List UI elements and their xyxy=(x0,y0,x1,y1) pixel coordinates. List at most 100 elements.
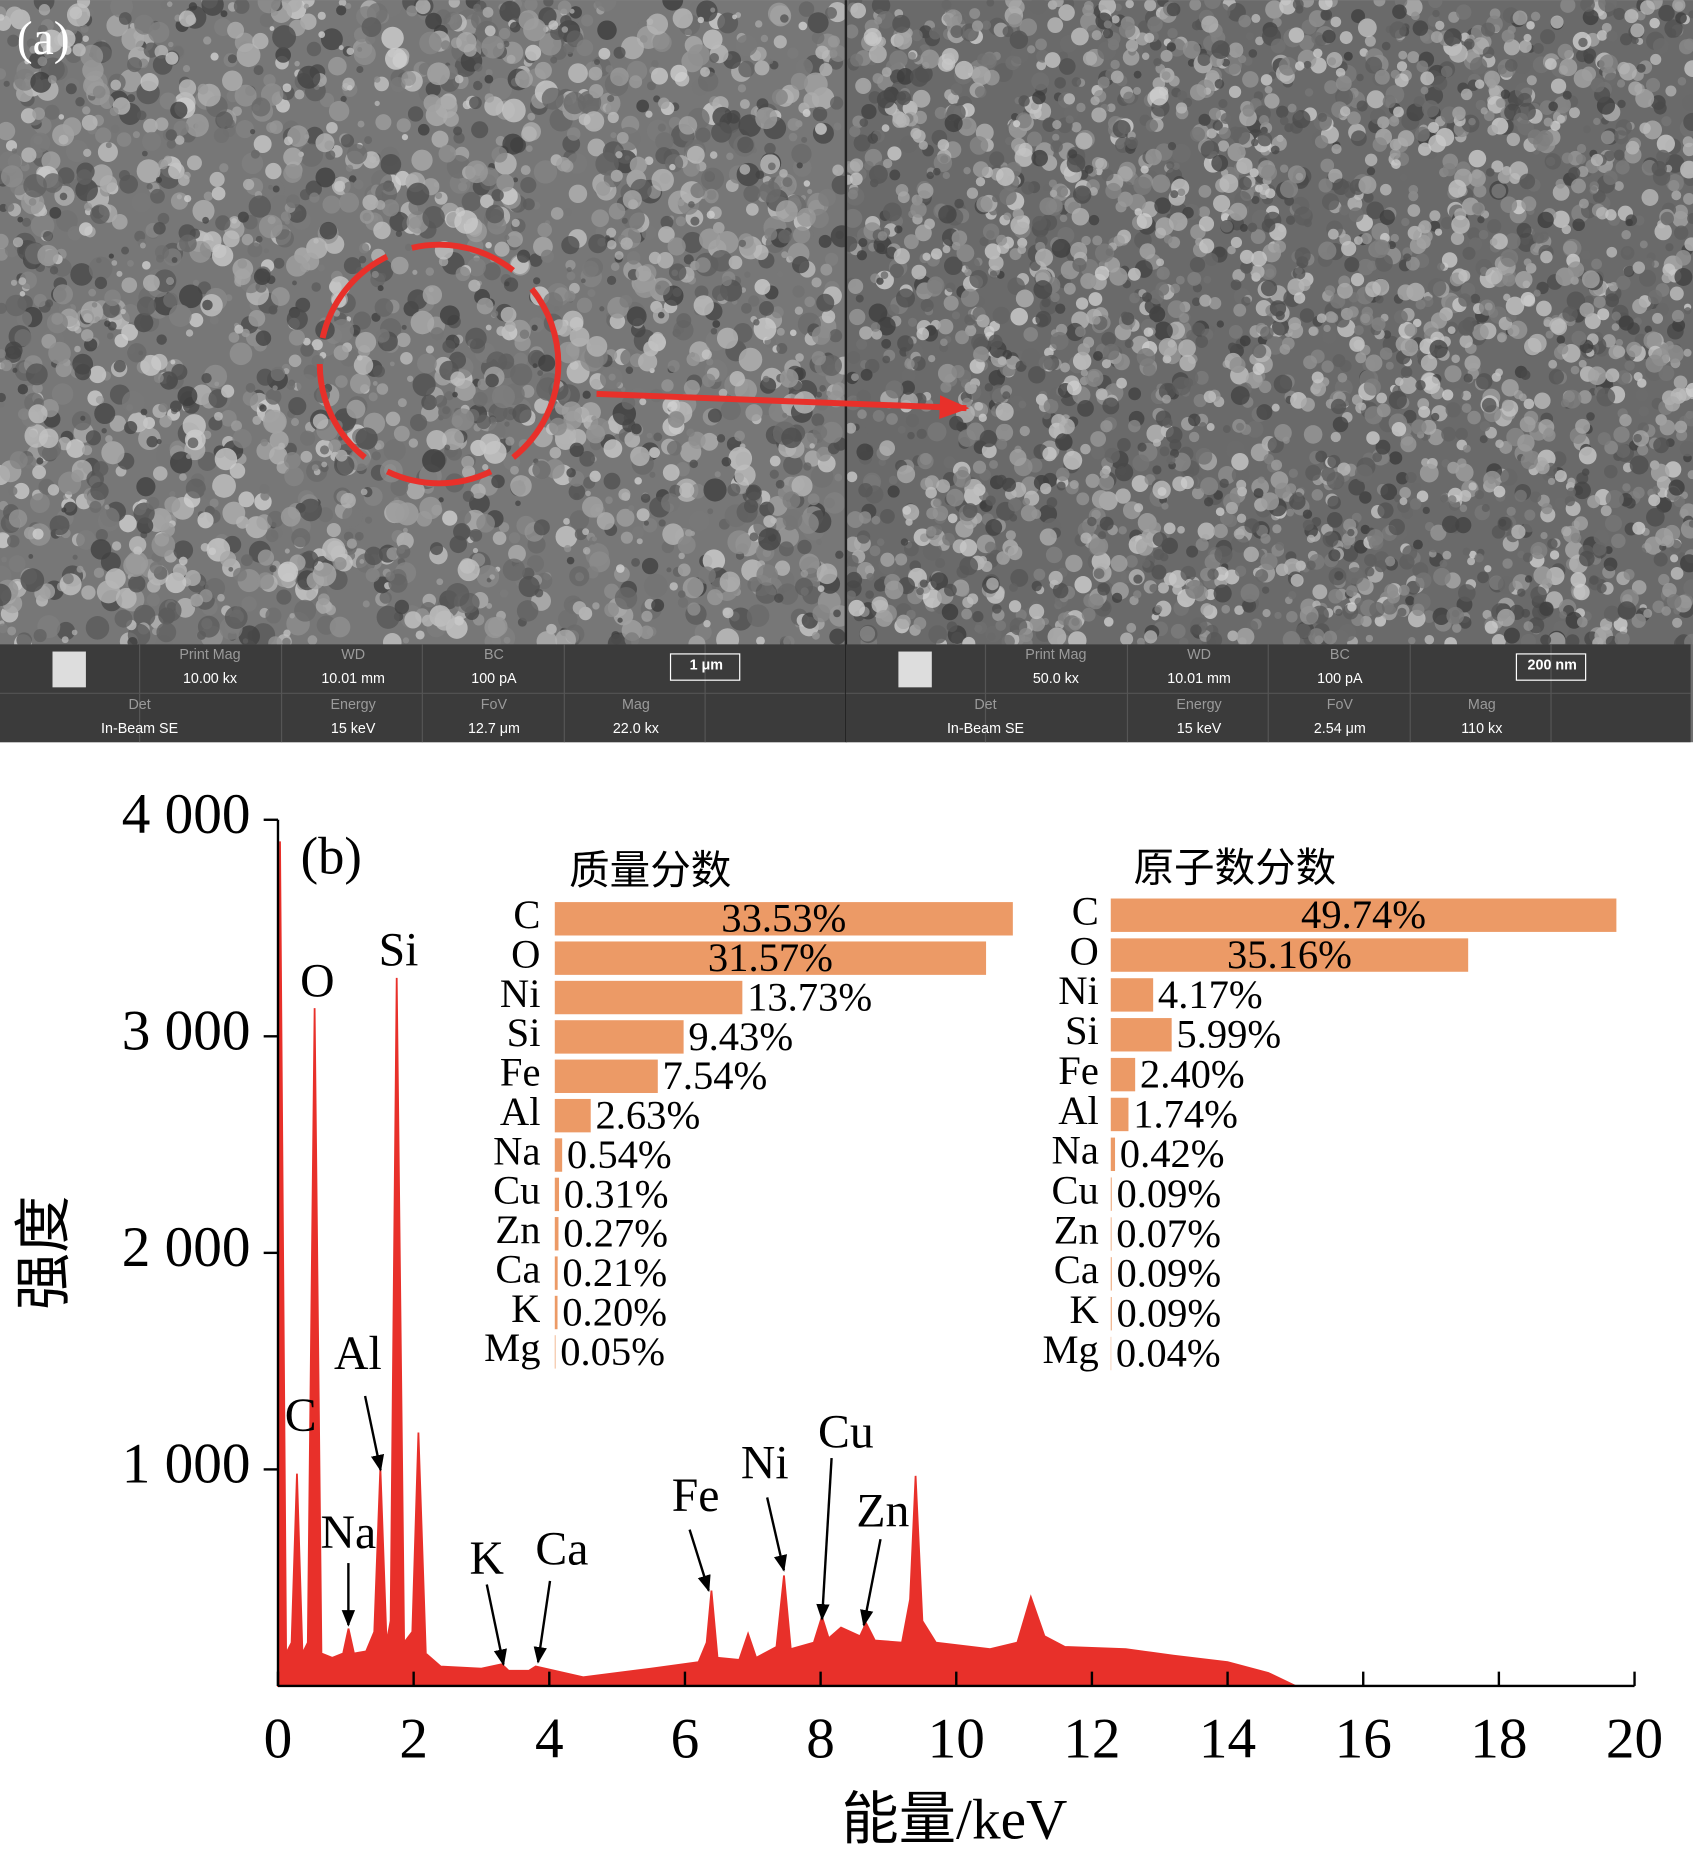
sem-grain xyxy=(506,54,516,64)
sem-grain xyxy=(1276,105,1289,119)
sem-grain xyxy=(1631,580,1647,595)
sem-grain xyxy=(66,3,91,27)
sem-grain xyxy=(299,189,311,201)
sem-grain xyxy=(1399,376,1418,395)
sem-grain xyxy=(1564,495,1576,507)
sem-grain xyxy=(849,125,861,138)
sem-grain xyxy=(1134,208,1143,216)
sem-grain xyxy=(440,40,451,51)
sem-grain xyxy=(1583,125,1591,134)
sem-grain xyxy=(802,109,811,118)
sem-grain xyxy=(377,285,384,292)
sem-grain xyxy=(0,121,16,141)
sem-grain xyxy=(375,200,386,210)
sem-grain xyxy=(1661,116,1672,127)
sem-grain xyxy=(538,354,556,372)
sem-grain xyxy=(1584,313,1601,330)
sem-grain xyxy=(712,106,733,127)
sem-grain xyxy=(743,499,759,514)
sem-grain xyxy=(1406,103,1425,122)
sem-grain xyxy=(166,1,173,7)
sem-grain xyxy=(259,404,267,412)
sem-grain xyxy=(502,40,510,48)
sem-grain xyxy=(618,488,631,501)
sem-grain xyxy=(882,158,893,169)
sem-grain xyxy=(888,475,898,485)
sem-grain xyxy=(1311,489,1324,501)
sem-grain xyxy=(309,192,320,203)
sem-grain xyxy=(171,363,188,380)
sem-grain xyxy=(1031,72,1050,91)
sem-grain xyxy=(1303,425,1323,444)
sem-grain xyxy=(974,621,988,634)
sem-grain xyxy=(1172,452,1191,472)
sem-grain xyxy=(1561,526,1572,537)
sem-grain xyxy=(473,3,482,12)
sem-grain xyxy=(1018,95,1030,107)
sem-grain xyxy=(743,185,761,203)
sem-grain xyxy=(379,591,392,604)
sem-grain xyxy=(227,54,237,64)
sem-grain xyxy=(29,493,50,513)
sem-grain xyxy=(812,106,828,122)
sem-grain xyxy=(989,270,998,279)
sem-grain xyxy=(1260,74,1273,86)
sem-grain xyxy=(876,277,884,285)
sem-grain xyxy=(1056,185,1069,198)
sem-grain xyxy=(165,129,177,141)
sem-grain xyxy=(672,8,693,29)
sem-grain xyxy=(1570,532,1582,544)
sem-grain xyxy=(639,398,647,406)
sem-grain xyxy=(1566,291,1586,310)
sem-grain xyxy=(1673,375,1688,390)
sem-grain xyxy=(476,513,495,533)
sem-grain xyxy=(1588,369,1600,381)
sem-grain xyxy=(619,294,633,308)
sem-grain xyxy=(397,398,407,408)
sem-grain xyxy=(610,169,623,182)
sem-grain xyxy=(259,12,274,28)
sem-grain xyxy=(1255,36,1264,46)
sem-grain xyxy=(871,515,881,525)
sem-grain xyxy=(847,24,859,39)
sem-grain xyxy=(0,583,12,607)
sem-grain xyxy=(506,231,523,248)
sem-grain xyxy=(1441,252,1458,268)
sem-grain xyxy=(880,552,895,567)
sem-grain xyxy=(338,45,344,51)
sem-grain xyxy=(116,270,123,277)
sem-grain xyxy=(17,383,29,395)
sem-grain xyxy=(666,440,682,456)
sem-grain xyxy=(410,414,428,432)
sem-grain xyxy=(1658,365,1675,382)
sem-grain xyxy=(878,458,886,467)
sem-grain xyxy=(1322,29,1336,44)
sem-grain xyxy=(669,582,678,591)
sem-grain xyxy=(76,530,96,550)
sem-grain xyxy=(662,464,680,481)
sem-grain xyxy=(541,87,564,110)
sem-grain xyxy=(701,167,725,191)
sem-grain xyxy=(775,479,785,489)
sem-grain xyxy=(401,324,407,330)
sem-grain xyxy=(52,284,73,305)
sem-grain xyxy=(984,383,993,392)
sem-grain xyxy=(1412,20,1429,36)
sem-grain xyxy=(94,276,108,290)
sem-grain xyxy=(695,127,711,143)
sem-grain xyxy=(1250,264,1265,279)
sem-grain xyxy=(710,327,718,335)
sem-grain xyxy=(385,499,410,524)
sem-grain xyxy=(491,146,508,163)
sem-grain xyxy=(1114,3,1122,12)
sem-grain xyxy=(1191,487,1205,500)
sem-grain xyxy=(1118,526,1127,535)
sem-grain xyxy=(560,15,572,27)
sem-grain xyxy=(753,319,760,326)
sem-grain xyxy=(970,222,987,240)
sem-grain xyxy=(294,60,300,67)
sem-grain xyxy=(299,143,324,167)
sem-grain xyxy=(797,512,819,534)
sem-grain xyxy=(312,562,337,587)
sem-grain xyxy=(626,306,647,327)
